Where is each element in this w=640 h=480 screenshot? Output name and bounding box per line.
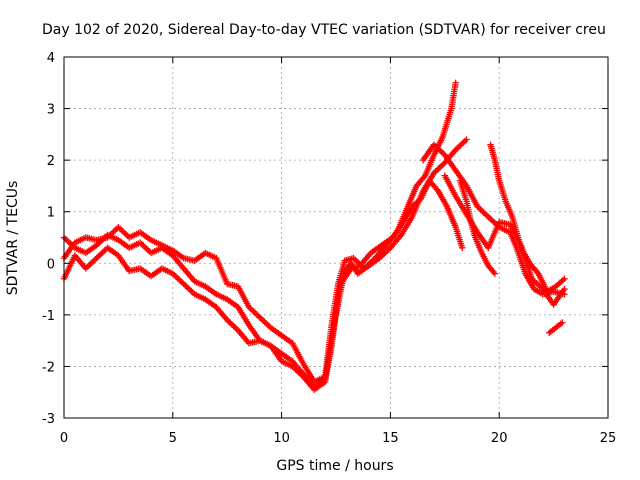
x-tick-label: 0 [60,431,68,446]
y-tick-label: 1 [47,206,55,221]
y-tick-label: -3 [42,412,55,427]
y-tick-label: -1 [42,309,55,324]
y-axis-label: SDTVAR / TECUs [5,181,21,296]
y-tick-label: 0 [47,257,55,272]
x-tick-label: 20 [491,431,508,446]
x-axis-label: GPS time / hours [276,458,393,474]
data-point-marker [559,276,567,284]
y-tick-label: 2 [47,154,55,169]
data-point-marker [420,173,428,181]
data-point [561,285,568,293]
data-point [452,79,459,86]
x-tick-label: 25 [600,431,617,446]
data-point [463,136,470,143]
data-series [60,79,568,393]
data-point [491,270,499,277]
plot-frame [63,56,609,419]
data-point [561,275,568,282]
series-track-7 [456,177,499,277]
data-point [559,319,566,326]
axis-ticks [63,56,609,419]
series-track-3 [60,177,466,393]
x-tick-label: 5 [169,431,177,446]
series-track-6 [487,141,568,295]
y-tick-label: 3 [47,103,55,118]
chart-title: Day 102 of 2020, Sidereal Day-to-day VTE… [42,22,606,38]
axis-tick-labels: 0 5 10 15 20 25 -3 -2 -1 0 1 2 3 4 [42,51,616,446]
data-point-marker [533,268,541,276]
data-point [459,244,466,252]
x-tick-label: 15 [382,431,399,446]
x-tick-label: 10 [273,431,290,446]
y-tick-label: 4 [47,51,55,66]
series-track-8 [546,319,566,337]
y-tick-label: -2 [42,360,55,375]
